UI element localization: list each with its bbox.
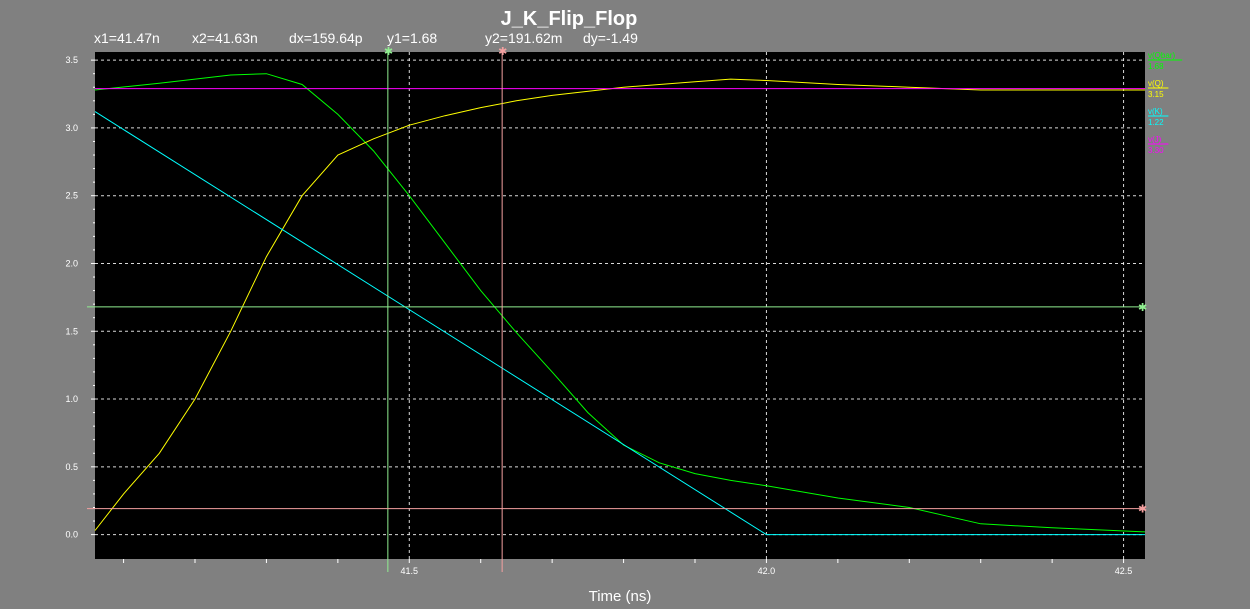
legend-name-vj: v(J) <box>1148 135 1162 144</box>
cursor-x1-readout: x1=41.47n <box>94 30 160 46</box>
cursor-1-top-handle-icon[interactable]: ✱ <box>384 45 393 58</box>
y-tick-label: 0.5 <box>65 462 78 472</box>
cursor-dx-readout: dx=159.64p <box>289 30 363 46</box>
cursor-y1-readout: y1=1.68 <box>387 30 438 46</box>
cursor-dy-readout: dy=-1.49 <box>583 30 638 46</box>
legend-name-vq: v(Q) <box>1148 79 1164 88</box>
legend-name-vqbar: v(Qbar) <box>1148 51 1175 60</box>
series-line-vq <box>94 78 1145 531</box>
series-line-vk <box>94 111 1145 536</box>
plot-background <box>95 52 1145 559</box>
y-tick-label: 0.0 <box>65 530 78 540</box>
cursor-x2-readout: x2=41.63n <box>192 30 258 46</box>
cursor-group[interactable]: ✱ ✱ ✱ ✱ <box>87 45 1147 572</box>
y-tick-label: 2.5 <box>65 191 78 201</box>
grid <box>95 52 1145 559</box>
y-tick-label: 1.0 <box>65 394 78 404</box>
x-tick-label: 41.5 <box>401 566 419 576</box>
cursor-2-top-handle-icon[interactable]: ✱ <box>498 45 507 58</box>
series-group <box>94 73 1146 536</box>
cursor-y2-readout: y2=191.62m <box>485 30 563 46</box>
x-tick-label: 42.5 <box>1115 566 1133 576</box>
x-axis-label: Time (ns) <box>588 588 652 605</box>
legend-value-vq: 3.15 <box>1148 90 1164 99</box>
chart-title: J_K_Flip_Flop <box>500 8 638 30</box>
y-tick-label: 2.0 <box>65 258 78 268</box>
x-tick-label: 42.0 <box>758 566 776 576</box>
y-tick-label: 3.5 <box>65 55 78 65</box>
y-tick-label: 3.0 <box>65 123 78 133</box>
y-tick-label: 1.5 <box>65 326 78 336</box>
legend-name-vk: v(K) <box>1148 107 1163 116</box>
legend-value-vk: 1.22 <box>1148 118 1164 127</box>
legend-value-vqbar: 1.68 <box>1148 62 1164 71</box>
cursor-2-side-handle-icon[interactable]: ✱ <box>1138 503 1147 516</box>
axis-ticks: 0.0 0.5 1.0 1.5 2.0 2.5 3.0 3.5 41.5 42.0 42.5 <box>65 55 1132 576</box>
cursor-1-side-handle-icon[interactable]: ✱ <box>1138 301 1147 314</box>
series-line-vqbar <box>94 73 1146 533</box>
legend-value-vj: 3.30 <box>1148 146 1164 155</box>
legend: v(Qbar) 1.68 v(Q) 3.15 v(K) 1.22 v(J) 3.30 <box>1148 51 1183 155</box>
